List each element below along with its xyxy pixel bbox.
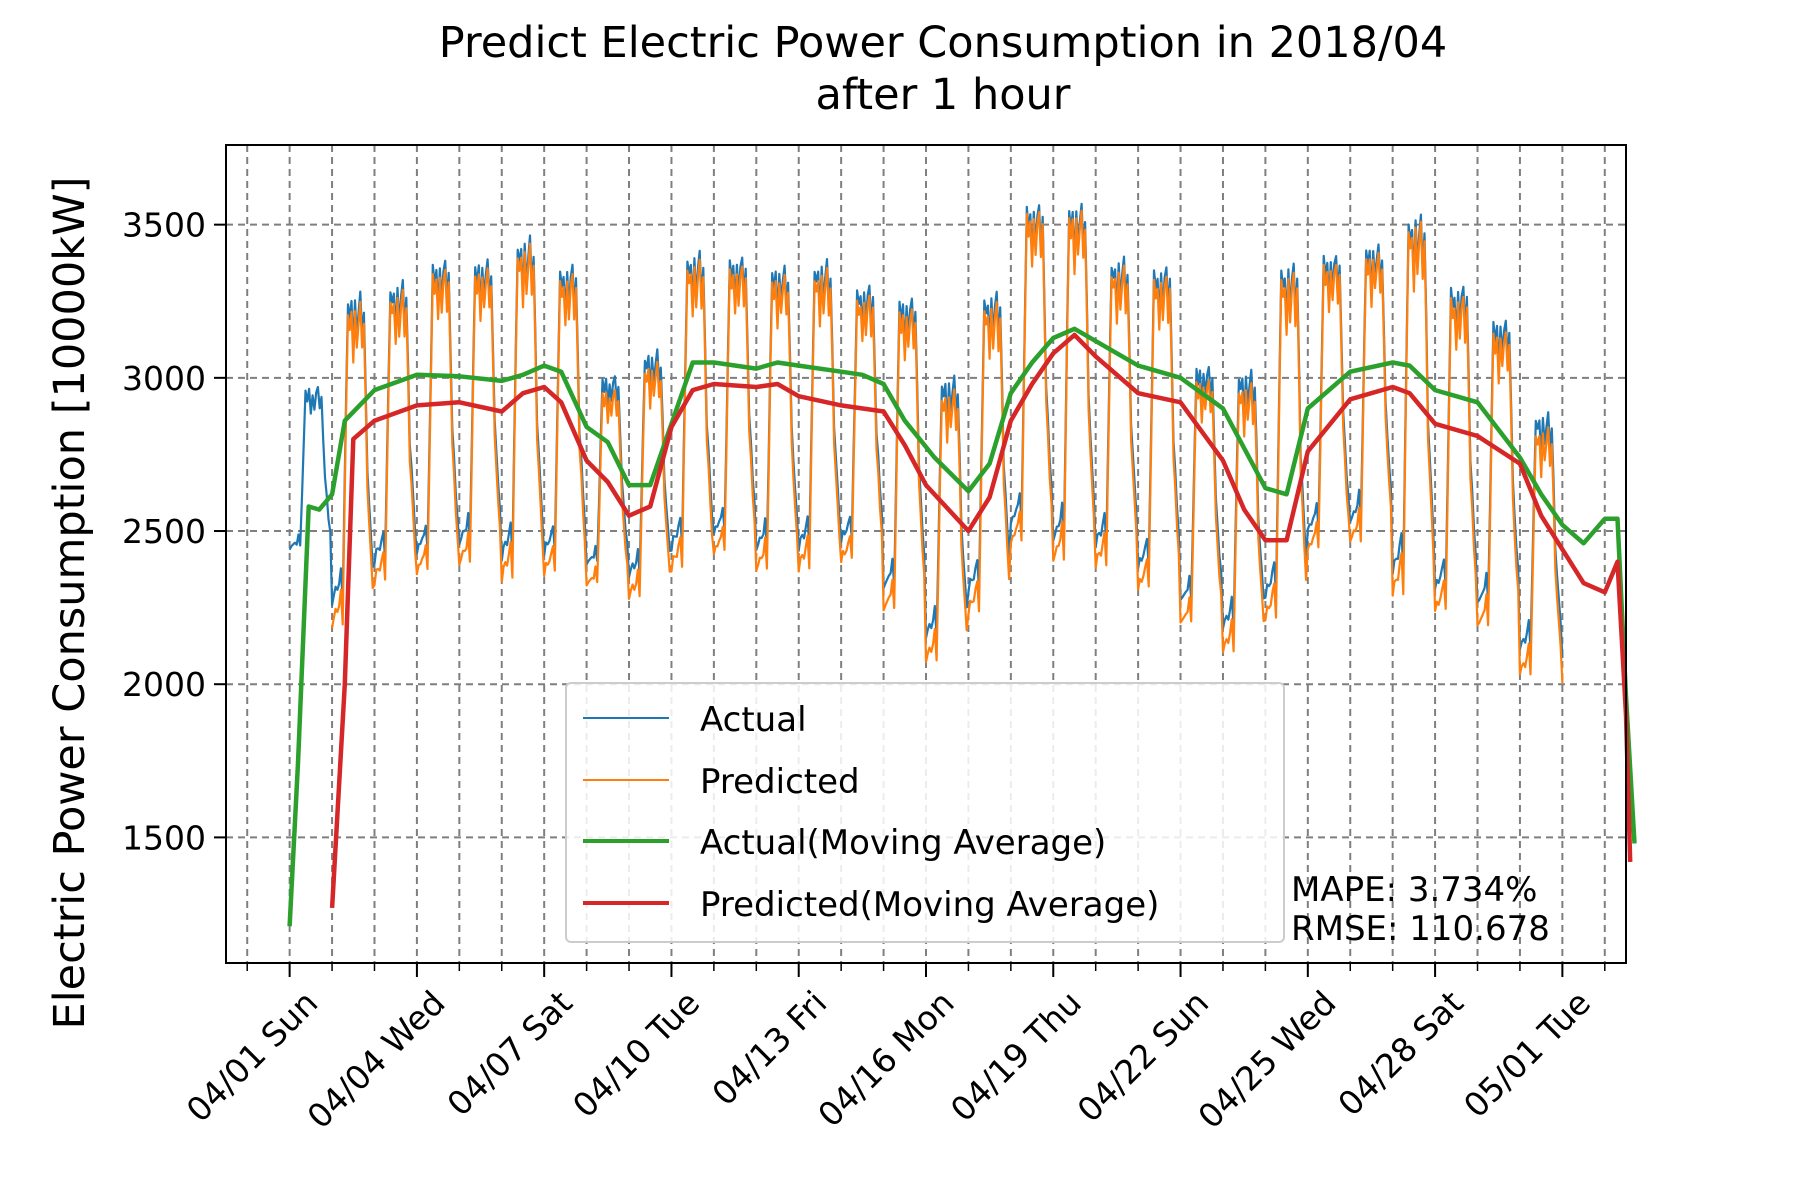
legend-label-predicted-ma: Predicted(Moving Average)	[700, 885, 1159, 925]
y-tick-label: 3000	[122, 359, 206, 398]
series-line-predicted-moving-average	[329, 332, 1633, 909]
y-tick-label: 2500	[122, 512, 206, 551]
y-tick-label: 3500	[122, 206, 206, 245]
y-axis-label: Electric Power Consumption [10000kW]	[45, 176, 95, 1030]
legend-label-actual: Actual	[700, 700, 807, 740]
mape-annotation: MAPE: 3.734%	[1291, 870, 1538, 910]
rmse-annotation: RMSE: 110.678	[1291, 909, 1550, 949]
series-line-actual-moving-average	[287, 326, 1637, 927]
legend: Actual Predicted Actual(Moving Average) …	[565, 682, 1285, 943]
series-lines	[287, 202, 1637, 927]
chart-title: Predict Electric Power Consumption in 20…	[438, 18, 1448, 68]
series-line-predicted	[331, 209, 1564, 684]
legend-label-actual-ma: Actual(Moving Average)	[700, 823, 1106, 863]
y-tick-label: 2000	[122, 665, 206, 704]
y-tick-label: 1500	[122, 818, 206, 857]
legend-label-predicted: Predicted	[700, 762, 860, 802]
legend-box	[565, 682, 1285, 943]
chart-subtitle: after 1 hour	[815, 70, 1071, 120]
